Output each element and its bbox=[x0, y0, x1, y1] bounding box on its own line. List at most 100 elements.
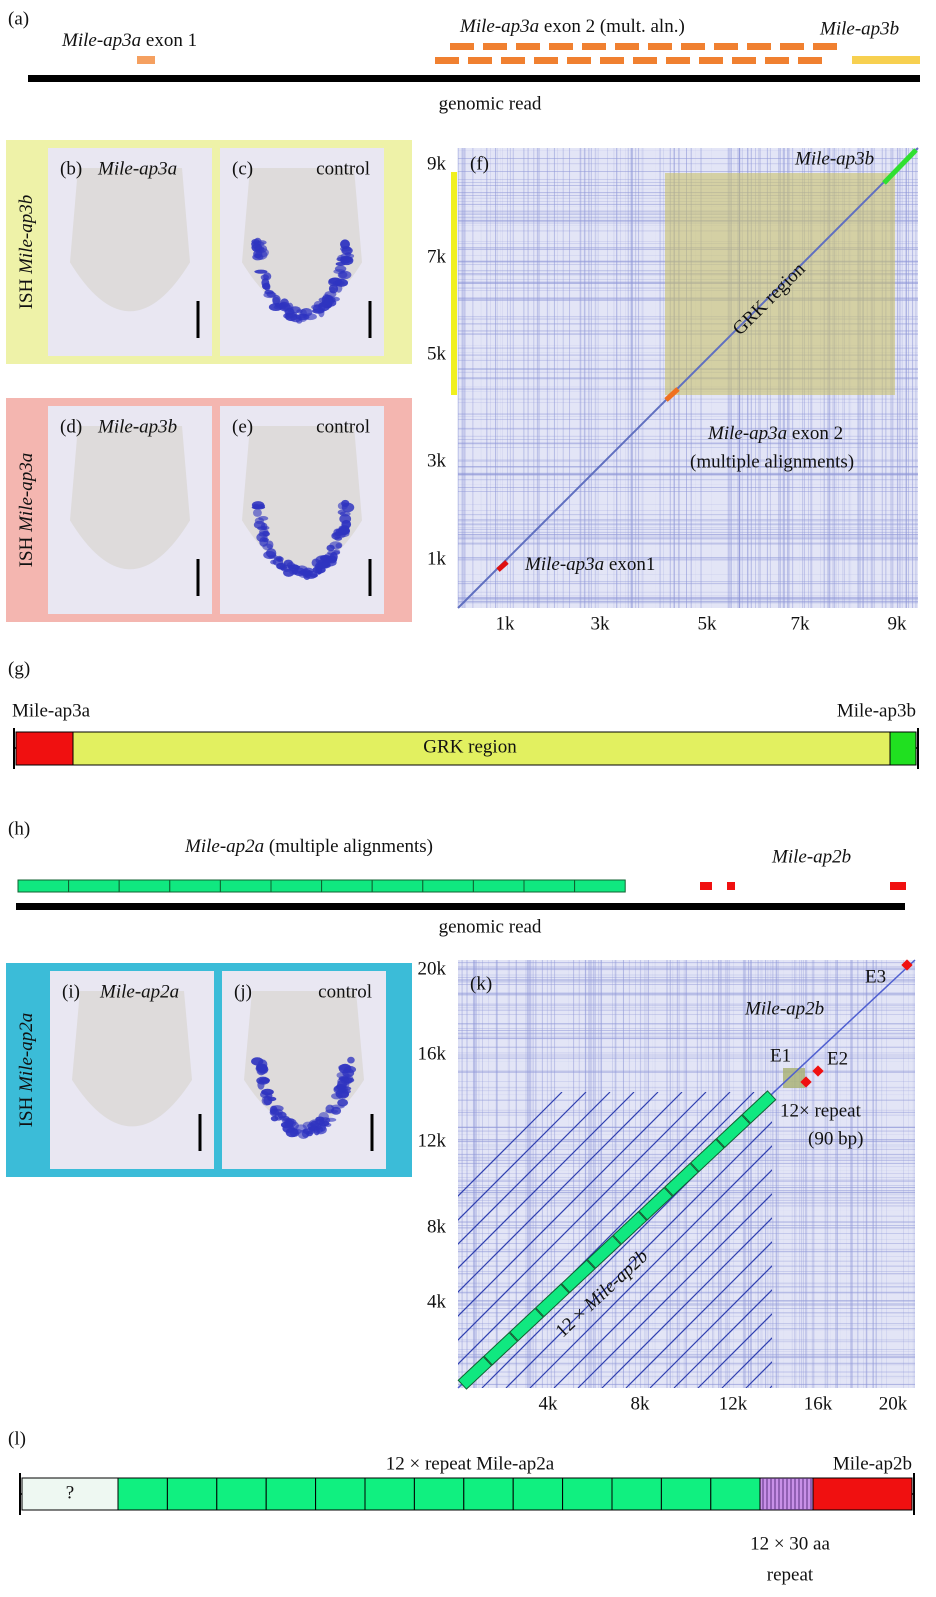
alignment-dash bbox=[699, 57, 723, 64]
panel-label: (j) bbox=[234, 981, 252, 1002]
alignment-dash bbox=[714, 43, 738, 50]
stained-cell bbox=[265, 1092, 273, 1099]
repeat-diagonal bbox=[505, 1121, 772, 1388]
stained-cell bbox=[255, 244, 268, 254]
alignment-dash bbox=[435, 57, 459, 64]
segment bbox=[15, 731, 74, 766]
ish-label: ISH Mile-ap2a bbox=[16, 1013, 37, 1128]
label: Mile-ap2a (multiple alignments) bbox=[184, 836, 433, 857]
label: E3 bbox=[865, 966, 886, 987]
panel-label: (d) bbox=[60, 416, 82, 437]
repeat-unit bbox=[536, 1284, 569, 1316]
repeat-diagonal bbox=[458, 1092, 659, 1293]
repeat-diagonal bbox=[553, 1169, 772, 1388]
label-part: ISH bbox=[16, 1092, 37, 1127]
label: (multiple alignments) bbox=[690, 451, 854, 472]
exon-mark bbox=[137, 56, 155, 64]
label: Mile-ap2b bbox=[744, 998, 824, 1019]
stained-cell bbox=[340, 253, 355, 259]
label: control bbox=[318, 981, 372, 1002]
label-part: exon 2 (mult. aln.) bbox=[539, 16, 685, 37]
label: 12× repeat bbox=[780, 1100, 862, 1121]
stained-cell bbox=[297, 1129, 310, 1139]
stained-cell bbox=[266, 540, 274, 550]
panel-label: (e) bbox=[232, 416, 253, 437]
repeat-unit bbox=[691, 1139, 724, 1171]
repeat-diagonal bbox=[458, 1092, 611, 1245]
stained-cell bbox=[337, 1098, 349, 1107]
y-tick-label: 1k bbox=[427, 548, 447, 569]
repeat-diagonal bbox=[697, 1313, 772, 1388]
gene-name: Mile-ap3a bbox=[61, 30, 141, 51]
label: Mile-ap2b bbox=[833, 1453, 912, 1474]
gene-name: Mile-ap2a bbox=[16, 1013, 37, 1093]
exon-hit bbox=[882, 148, 918, 185]
repeat-unit bbox=[364, 1477, 415, 1511]
exon-hit bbox=[664, 387, 680, 402]
label: control bbox=[316, 416, 370, 437]
repeat-unit bbox=[169, 879, 221, 893]
repeat-diagonal bbox=[649, 1265, 772, 1388]
stained-cell bbox=[339, 514, 352, 524]
stained-cell bbox=[320, 556, 327, 561]
repeat-unit bbox=[422, 879, 474, 893]
alignment-dash bbox=[600, 57, 624, 64]
stained-cell bbox=[261, 278, 270, 288]
exon-mark bbox=[852, 56, 920, 64]
diagonal bbox=[457, 147, 919, 609]
label: 12 × repeat Mile-ap2a bbox=[386, 1453, 555, 1474]
gene-name: Mile-ap2a bbox=[184, 836, 264, 857]
y-tick-label: 9k bbox=[427, 153, 447, 174]
tissue bbox=[72, 991, 192, 1127]
repeat-diagonal bbox=[458, 1092, 563, 1197]
gene-name: Mile-ap3a bbox=[707, 423, 787, 444]
label: E2 bbox=[827, 1048, 848, 1069]
label: genomic read bbox=[439, 93, 542, 114]
stained-cell bbox=[347, 1056, 355, 1064]
repeat-diagonal bbox=[721, 1337, 772, 1388]
x-tick-label: 3k bbox=[591, 613, 611, 634]
repeat-unit bbox=[562, 1477, 613, 1511]
stained-cell bbox=[338, 1063, 352, 1074]
label-part: exon 1 bbox=[141, 30, 197, 51]
stained-cell bbox=[259, 528, 269, 535]
label: Mile-ap3a exon1 bbox=[524, 554, 655, 575]
label: Mile-ap3b bbox=[97, 416, 177, 437]
label: ? bbox=[66, 1482, 74, 1503]
stained-cell bbox=[284, 1118, 297, 1127]
y-tick-label: 7k bbox=[427, 246, 447, 267]
x-tick-label: 16k bbox=[804, 1393, 833, 1414]
stained-cell bbox=[341, 502, 355, 513]
stained-cell bbox=[253, 520, 266, 529]
alignment-dash bbox=[567, 57, 591, 64]
repeat-unit bbox=[315, 1477, 366, 1511]
stained-cell bbox=[264, 289, 274, 295]
alignment-dash bbox=[450, 43, 474, 50]
gene-name: Mile-ap3a bbox=[459, 16, 539, 37]
label: Mile-ap3a bbox=[97, 158, 177, 179]
ap3b-bar bbox=[451, 172, 457, 395]
repeat-unit bbox=[219, 879, 272, 893]
stained-cell bbox=[254, 269, 268, 274]
alignment-dash bbox=[648, 43, 672, 50]
repeat-unit bbox=[371, 879, 424, 893]
genomic-read bbox=[16, 903, 905, 910]
exon-hit bbox=[496, 560, 509, 572]
repeat-unit bbox=[17, 879, 70, 893]
panel-label: (f) bbox=[470, 153, 489, 174]
label: Mile-ap3a exon 2 bbox=[707, 423, 843, 444]
stained-cell bbox=[332, 532, 346, 539]
repeat-diagonal bbox=[458, 1092, 707, 1341]
stained-cell bbox=[318, 562, 331, 569]
ish-label: ISH Mile-ap3a bbox=[16, 453, 37, 568]
stained-cell bbox=[339, 1075, 348, 1080]
y-tick-label: 20k bbox=[418, 958, 447, 979]
exon-hit bbox=[901, 959, 913, 971]
panel-label: (c) bbox=[232, 158, 253, 179]
exon-mark bbox=[890, 882, 906, 890]
label: 12 × 30 aa bbox=[750, 1533, 830, 1554]
repeat-unit bbox=[574, 879, 626, 893]
label-part: ISH bbox=[16, 532, 37, 567]
repeat-unit bbox=[510, 1309, 543, 1340]
